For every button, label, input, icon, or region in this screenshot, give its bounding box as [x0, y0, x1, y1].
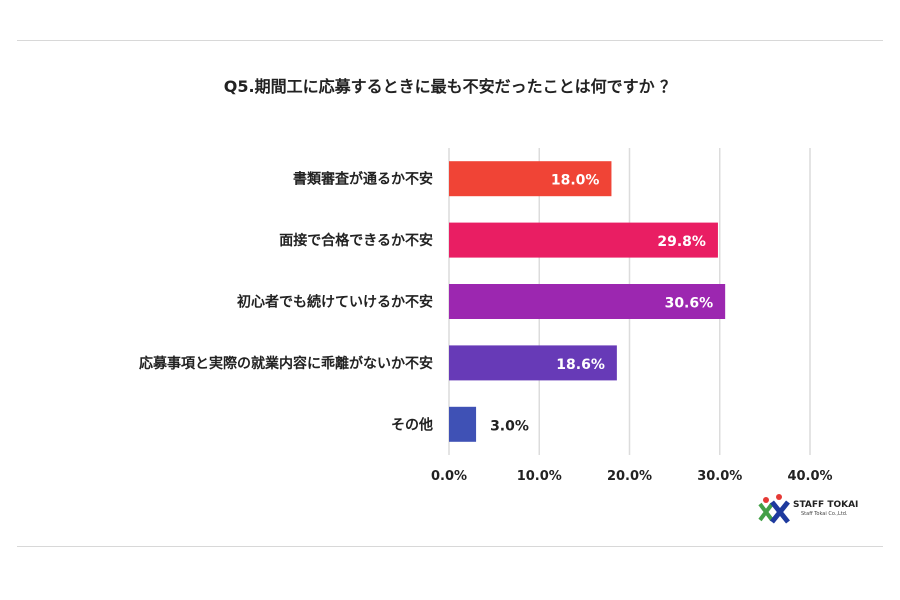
bar	[449, 406, 477, 442]
category-label: 面接で合格できるか不安	[279, 232, 433, 249]
data-label: 29.8%	[657, 234, 706, 250]
bar	[449, 222, 718, 258]
bar	[449, 284, 726, 319]
category-label: 応募事項と実際の就業内容に乖離がないか不安	[139, 355, 433, 372]
x-tick-label: 20.0%	[607, 469, 652, 484]
x-tick-label: 40.0%	[787, 469, 832, 484]
chart-title: Q5.期間工に応募するときに最も不安だったことは何ですか ？	[223, 77, 677, 96]
data-label: 18.0%	[551, 173, 600, 189]
category-label: 初心者でも続けていけるか不安	[237, 294, 433, 311]
staff-tokai-logo: STAFF TOKAI Staff Tokai Co.,Ltd.	[757, 492, 867, 524]
logo-name: STAFF TOKAI	[793, 500, 859, 510]
x-tick-label: 10.0%	[517, 469, 562, 484]
bar	[449, 345, 617, 381]
category-label: その他	[391, 416, 433, 433]
data-label: 3.0%	[490, 418, 529, 434]
data-label: 30.6%	[665, 296, 714, 312]
logo-subtitle: Staff Tokai Co.,Ltd.	[801, 511, 848, 517]
chart-panel	[17, 40, 883, 547]
data-label: 18.6%	[556, 357, 605, 373]
bar	[449, 161, 612, 197]
x-tick-label: 30.0%	[697, 469, 742, 484]
logo-figures-icon	[758, 494, 790, 524]
x-tick-label: 0.0%	[431, 469, 467, 484]
category-label: 書類審査が通るか不安	[293, 171, 433, 188]
